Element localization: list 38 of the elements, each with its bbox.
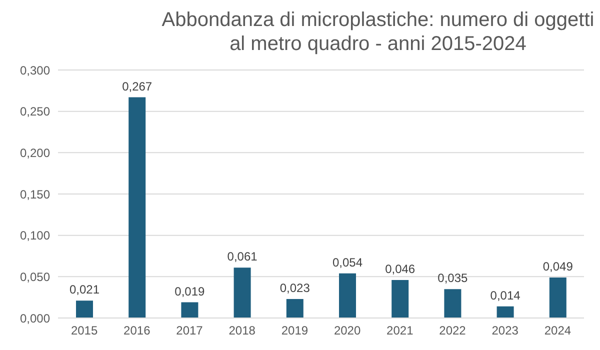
y-tick-label: 0,200 [20, 146, 50, 160]
y-tick-label: 0,250 [20, 104, 50, 119]
data-label: 0,019 [174, 284, 206, 298]
bar [549, 277, 566, 318]
bar [286, 298, 304, 318]
x-tick-label: 2017 [176, 324, 204, 338]
chart-title: Abbondanza di microplastiche: numero di oggetti al metro quadro - anni 2015-2024 [160, 8, 596, 57]
data-label: 0,054 [332, 255, 363, 270]
bar [339, 273, 356, 318]
bar [444, 289, 462, 318]
data-label: 0,035 [438, 271, 468, 286]
x-tick-label: 2021 [386, 324, 414, 338]
y-tick-label: 0,000 [20, 311, 50, 326]
y-tick-label: 0,300 [20, 63, 50, 78]
bar [76, 300, 93, 318]
data-label: 0,023 [280, 280, 310, 295]
x-tick-label: 2024 [544, 324, 572, 338]
x-tick-label: 2023 [492, 324, 519, 338]
y-tick-label: 0,150 [20, 187, 50, 202]
data-label: 0,046 [385, 262, 416, 276]
data-label: 0,267 [122, 79, 152, 94]
x-tick-label: 2015 [70, 324, 98, 338]
x-tick-label: 2019 [281, 324, 308, 338]
x-tick-label: 2022 [439, 324, 466, 338]
bar [496, 306, 514, 318]
x-tick-label: 2018 [228, 324, 256, 338]
x-tick-label: 2016 [124, 324, 151, 338]
data-label: 0,049 [542, 259, 574, 274]
y-tick-label: 0,050 [20, 270, 50, 284]
bar [392, 280, 409, 318]
bar [128, 97, 146, 318]
data-label: 0,061 [227, 250, 258, 264]
data-label: 0,014 [490, 288, 521, 302]
y-tick-label: 0,100 [20, 228, 50, 243]
data-label: 0,021 [69, 282, 100, 297]
bar [181, 302, 198, 318]
x-tick-label: 2020 [334, 324, 361, 338]
bar [234, 268, 251, 318]
